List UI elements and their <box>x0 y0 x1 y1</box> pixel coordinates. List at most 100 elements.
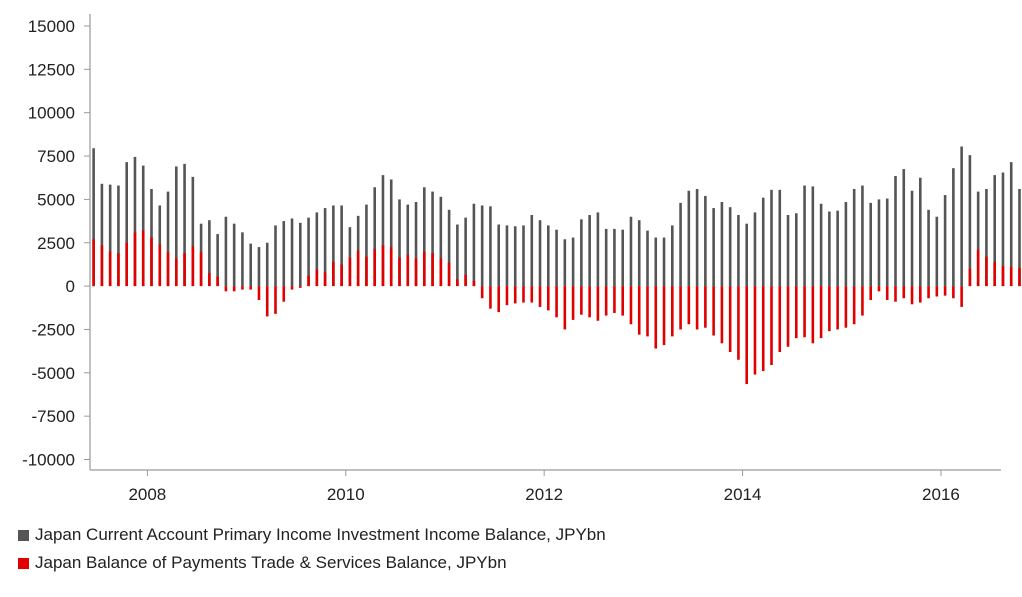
trade-balance-bar <box>505 286 509 306</box>
primary-income-bar <box>480 205 484 287</box>
trade-balance-bar <box>861 286 864 316</box>
x-tick-label: 2010 <box>327 485 365 504</box>
legend-entry-primary-income: Japan Current Account Primary Income Inv… <box>18 525 606 545</box>
trade-balance-bar <box>538 286 542 307</box>
y-tick-label: -7500 <box>32 407 75 426</box>
primary-income-bar <box>712 208 715 287</box>
trade-balance-bar <box>637 286 641 335</box>
primary-income-bar <box>629 216 633 287</box>
primary-income-bar <box>299 222 302 287</box>
primary-income-bar <box>447 209 451 287</box>
primary-income-bar <box>976 191 980 287</box>
primary-income-bar <box>563 239 567 287</box>
primary-income-bar <box>869 202 872 287</box>
trade-balance-bar <box>902 286 906 299</box>
trade-balance-bar <box>687 286 691 325</box>
primary-income-bar <box>365 204 368 287</box>
trade-balance-bar <box>571 286 575 320</box>
trade-balance-bar <box>398 257 401 287</box>
y-tick-label: 0 <box>66 277 75 296</box>
trade-balance-bar <box>844 286 848 328</box>
trade-balance-bar <box>282 286 286 302</box>
trade-balance-bar <box>464 274 467 287</box>
primary-income-bar <box>877 199 881 287</box>
trade-balance-bar <box>356 250 360 287</box>
trade-balance-bar <box>803 286 806 338</box>
primary-income-bar <box>679 202 682 287</box>
trade-balance-bar <box>290 286 294 290</box>
trade-balance-bar <box>150 237 153 287</box>
trade-balance-bar <box>423 251 426 287</box>
trade-balance-bar <box>315 269 319 287</box>
trade-balance-bar <box>100 245 104 287</box>
trade-balance-bar <box>654 286 658 349</box>
trade-balance-bar <box>216 276 219 287</box>
legend-swatch-primary-income <box>18 529 29 541</box>
trade-balance-bar <box>910 286 914 305</box>
primary-income-bar <box>175 166 178 287</box>
primary-income-bar <box>381 175 385 287</box>
trade-balance-bar <box>232 286 236 292</box>
trade-balance-bar <box>183 253 186 287</box>
primary-income-bar <box>249 243 252 287</box>
trade-balance-bar <box>662 286 666 346</box>
x-tick-label: 2016 <box>922 485 960 504</box>
trade-balance-bar <box>191 246 195 287</box>
primary-income-bar <box>216 234 219 287</box>
primary-income-bar <box>547 225 550 287</box>
primary-income-bar <box>348 227 352 287</box>
trade-balance-bar <box>596 286 600 321</box>
primary-income-bar <box>100 183 104 287</box>
legend-label-primary-income: Japan Current Account Primary Income Inv… <box>35 525 606 544</box>
x-tick-labels: 200820102012201420162018202020222024 <box>128 485 960 504</box>
primary-income-bar <box>935 216 939 287</box>
primary-income-bar <box>943 195 947 287</box>
trade-balance-bar <box>836 286 839 330</box>
trade-balance-bar <box>381 245 385 287</box>
primary-income-bar <box>687 190 691 287</box>
x-tick-label: 2008 <box>128 485 166 504</box>
primary-income-bar <box>786 215 790 287</box>
y-tick-label: 15000 <box>28 17 75 36</box>
trade-balance-bar <box>621 286 624 316</box>
primary-income-bar <box>803 185 806 287</box>
primary-income-bar <box>1001 172 1005 287</box>
trade-balance-bar <box>117 253 120 287</box>
primary-income-bar <box>654 237 658 287</box>
primary-income-bar <box>406 204 410 287</box>
primary-income-bar <box>282 221 286 287</box>
trade-balance-bar <box>811 286 815 344</box>
x-tick-label: 2012 <box>525 485 563 504</box>
primary-income-bar <box>960 146 963 287</box>
primary-income-bar <box>505 225 509 287</box>
primary-income-bar <box>497 224 500 287</box>
trade-balance-bar <box>985 256 988 287</box>
primary-income-bar <box>489 206 492 287</box>
trade-balance-bar <box>563 286 567 330</box>
primary-income-bar <box>919 177 922 287</box>
trade-balance-bar <box>92 239 95 287</box>
primary-income-bar <box>530 215 534 287</box>
trade-balance-bar <box>745 286 748 385</box>
primary-income-bar <box>414 202 418 287</box>
trade-balance-bar <box>704 286 707 328</box>
primary-income-bar <box>125 162 128 287</box>
primary-income-bar <box>993 175 996 287</box>
trade-balance-bar <box>885 286 889 300</box>
trade-balance-bar <box>695 286 699 330</box>
trade-balance-bar <box>960 286 963 307</box>
trade-balance-bar <box>208 273 211 287</box>
primary-income-bar <box>555 229 558 287</box>
primary-income-bar <box>241 232 244 287</box>
primary-income-bar <box>695 189 699 287</box>
trade-balance-bar <box>828 286 831 332</box>
trade-balance-bar <box>720 286 724 344</box>
primary-income-bar <box>861 185 864 287</box>
trade-balance-bar <box>133 232 137 287</box>
trade-balance-bar <box>307 275 310 287</box>
trade-balance-bar <box>365 256 368 287</box>
trade-balance-bar <box>737 286 740 360</box>
trade-balance-bars <box>92 230 1021 385</box>
primary-income-bar <box>596 212 600 287</box>
trade-balance-bar <box>761 286 765 372</box>
